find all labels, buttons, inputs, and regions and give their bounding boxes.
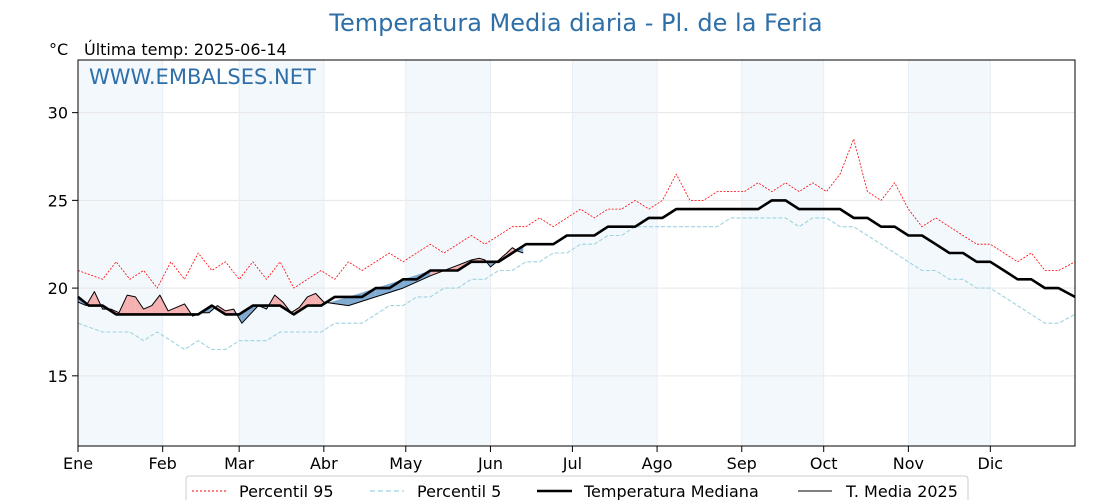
warm-anomaly-fill xyxy=(143,305,152,315)
month-band xyxy=(741,60,824,446)
warm-anomaly-fill xyxy=(135,296,144,315)
legend-median-label: Temperatura Mediana xyxy=(583,482,759,500)
legend-2025-label: T. Media 2025 xyxy=(845,482,958,500)
series-lines xyxy=(77,138,1076,351)
watermark: WWW.EMBALSES.NET xyxy=(89,65,316,89)
year-2025-line xyxy=(77,247,524,324)
cool-anomaly-fill xyxy=(241,307,251,324)
warm-anomaly-fill xyxy=(315,293,324,306)
warm-anomaly-fill xyxy=(127,295,136,315)
month-band xyxy=(78,60,163,446)
month-bands xyxy=(78,60,991,446)
legend-p5-label: Percentil 5 xyxy=(417,482,501,500)
x-axis-ticks: Ene Feb Mar Abr May Jun Jul Ago Sep Oct Nov Dic xyxy=(63,446,1003,473)
month-band xyxy=(572,60,658,446)
y-axis-ticks: 15 20 25 30 xyxy=(48,104,78,386)
x-tick-label: Feb xyxy=(149,454,177,473)
x-tick-label: Nov xyxy=(893,454,924,473)
x-tick-label: Jun xyxy=(477,454,503,473)
p5-line xyxy=(77,217,1076,351)
median-line xyxy=(77,199,1076,316)
y-tick-label: 20 xyxy=(48,279,68,298)
warm-anomaly-fill xyxy=(299,296,308,311)
unit-label: °C xyxy=(49,40,68,59)
plot-frame xyxy=(77,59,1076,447)
p95-line xyxy=(77,138,1076,289)
x-tick-label: May xyxy=(389,454,422,473)
cool-anomaly-fill xyxy=(323,296,349,306)
y-tick-label: 30 xyxy=(48,104,68,123)
x-tick-label: Oct xyxy=(810,454,838,473)
y-tick-label: 15 xyxy=(48,367,68,386)
legend-p95-label: Percentil 95 xyxy=(239,482,334,500)
month-band xyxy=(405,60,491,446)
legend: Percentil 95 Percentil 5 Temperatura Med… xyxy=(185,475,969,500)
x-tick-label: Sep xyxy=(727,454,757,473)
x-tick-label: Jul xyxy=(562,454,582,473)
warm-anomaly-fill xyxy=(151,295,160,315)
warm-anomaly-fill xyxy=(176,303,185,315)
legend-box xyxy=(185,475,969,500)
x-tick-label: Ago xyxy=(642,454,673,473)
y-tick-label: 25 xyxy=(48,191,68,210)
month-band xyxy=(239,60,324,446)
warm-anomaly-fill xyxy=(168,307,177,315)
chart-title: Temperatura Media diaria - Pl. de la Fer… xyxy=(328,9,822,37)
x-tick-label: Mar xyxy=(224,454,255,473)
x-tick-label: Dic xyxy=(978,454,1004,473)
grid-lines xyxy=(77,60,1075,446)
last-temp-label: Última temp: 2025-06-14 xyxy=(84,40,287,59)
x-tick-label: Abr xyxy=(310,454,338,473)
x-tick-label: Ene xyxy=(63,454,93,473)
